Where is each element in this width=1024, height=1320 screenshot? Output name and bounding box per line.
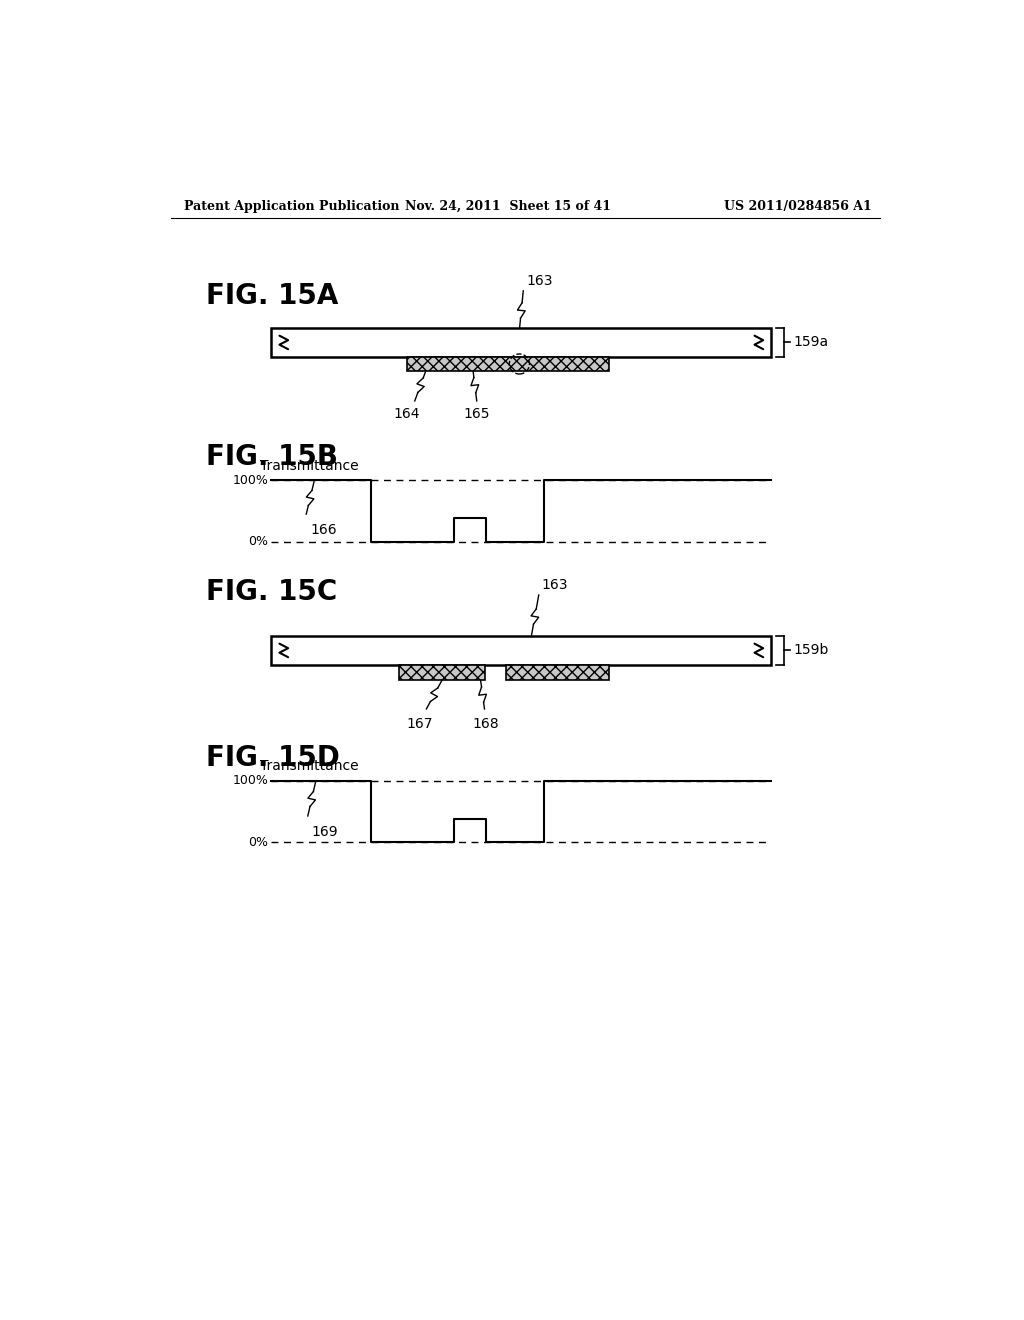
Text: US 2011/0284856 A1: US 2011/0284856 A1 <box>724 199 872 213</box>
Text: 168: 168 <box>473 717 500 731</box>
Text: 165: 165 <box>464 407 490 421</box>
Bar <box>271 636 771 665</box>
Bar <box>506 665 608 681</box>
Text: 100%: 100% <box>232 474 268 487</box>
Text: 163: 163 <box>526 273 553 288</box>
Text: 159b: 159b <box>793 643 828 657</box>
Text: Nov. 24, 2011  Sheet 15 of 41: Nov. 24, 2011 Sheet 15 of 41 <box>404 199 610 213</box>
Text: 0%: 0% <box>248 836 268 849</box>
Text: Transmittance: Transmittance <box>260 759 358 774</box>
Text: 164: 164 <box>394 407 420 421</box>
Text: Patent Application Publication: Patent Application Publication <box>183 199 399 213</box>
Text: Transmittance: Transmittance <box>260 459 358 473</box>
Bar <box>399 665 484 681</box>
Text: 163: 163 <box>542 578 568 591</box>
Text: FIG. 15B: FIG. 15B <box>206 444 338 471</box>
Text: 159a: 159a <box>793 335 828 350</box>
Text: 166: 166 <box>310 524 337 537</box>
Text: FIG. 15C: FIG. 15C <box>206 578 337 606</box>
Text: 0%: 0% <box>248 536 268 548</box>
Text: 100%: 100% <box>232 774 268 787</box>
Text: 169: 169 <box>311 825 338 840</box>
Text: 167: 167 <box>407 717 433 731</box>
Bar <box>407 358 608 371</box>
Text: FIG. 15D: FIG. 15D <box>206 743 339 772</box>
Text: FIG. 15A: FIG. 15A <box>206 281 338 310</box>
Bar <box>271 327 771 358</box>
